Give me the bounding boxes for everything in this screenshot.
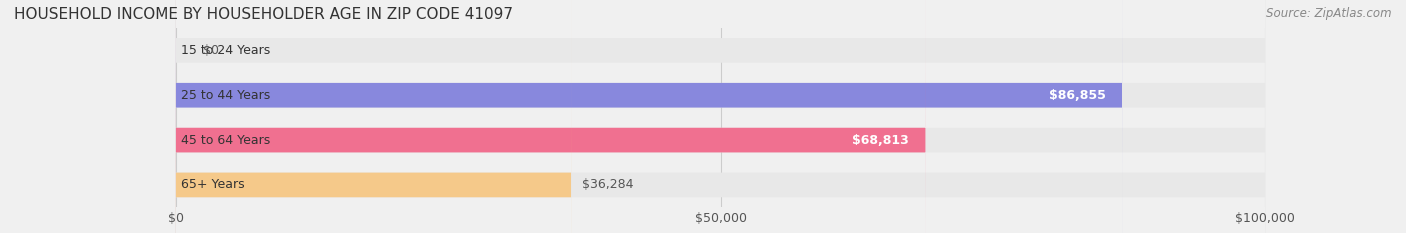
FancyBboxPatch shape xyxy=(176,0,1265,233)
FancyBboxPatch shape xyxy=(176,0,925,233)
FancyBboxPatch shape xyxy=(176,0,1265,233)
Text: 45 to 64 Years: 45 to 64 Years xyxy=(181,134,270,147)
Text: $86,855: $86,855 xyxy=(1049,89,1107,102)
Text: 65+ Years: 65+ Years xyxy=(181,178,245,192)
Text: $0: $0 xyxy=(202,44,219,57)
Text: HOUSEHOLD INCOME BY HOUSEHOLDER AGE IN ZIP CODE 41097: HOUSEHOLD INCOME BY HOUSEHOLDER AGE IN Z… xyxy=(14,7,513,22)
FancyBboxPatch shape xyxy=(176,0,1122,233)
FancyBboxPatch shape xyxy=(176,0,571,233)
Text: $36,284: $36,284 xyxy=(582,178,634,192)
Text: $68,813: $68,813 xyxy=(852,134,910,147)
Text: 15 to 24 Years: 15 to 24 Years xyxy=(181,44,270,57)
Text: Source: ZipAtlas.com: Source: ZipAtlas.com xyxy=(1267,7,1392,20)
FancyBboxPatch shape xyxy=(176,0,1265,233)
FancyBboxPatch shape xyxy=(176,0,1265,233)
Text: 25 to 44 Years: 25 to 44 Years xyxy=(181,89,270,102)
